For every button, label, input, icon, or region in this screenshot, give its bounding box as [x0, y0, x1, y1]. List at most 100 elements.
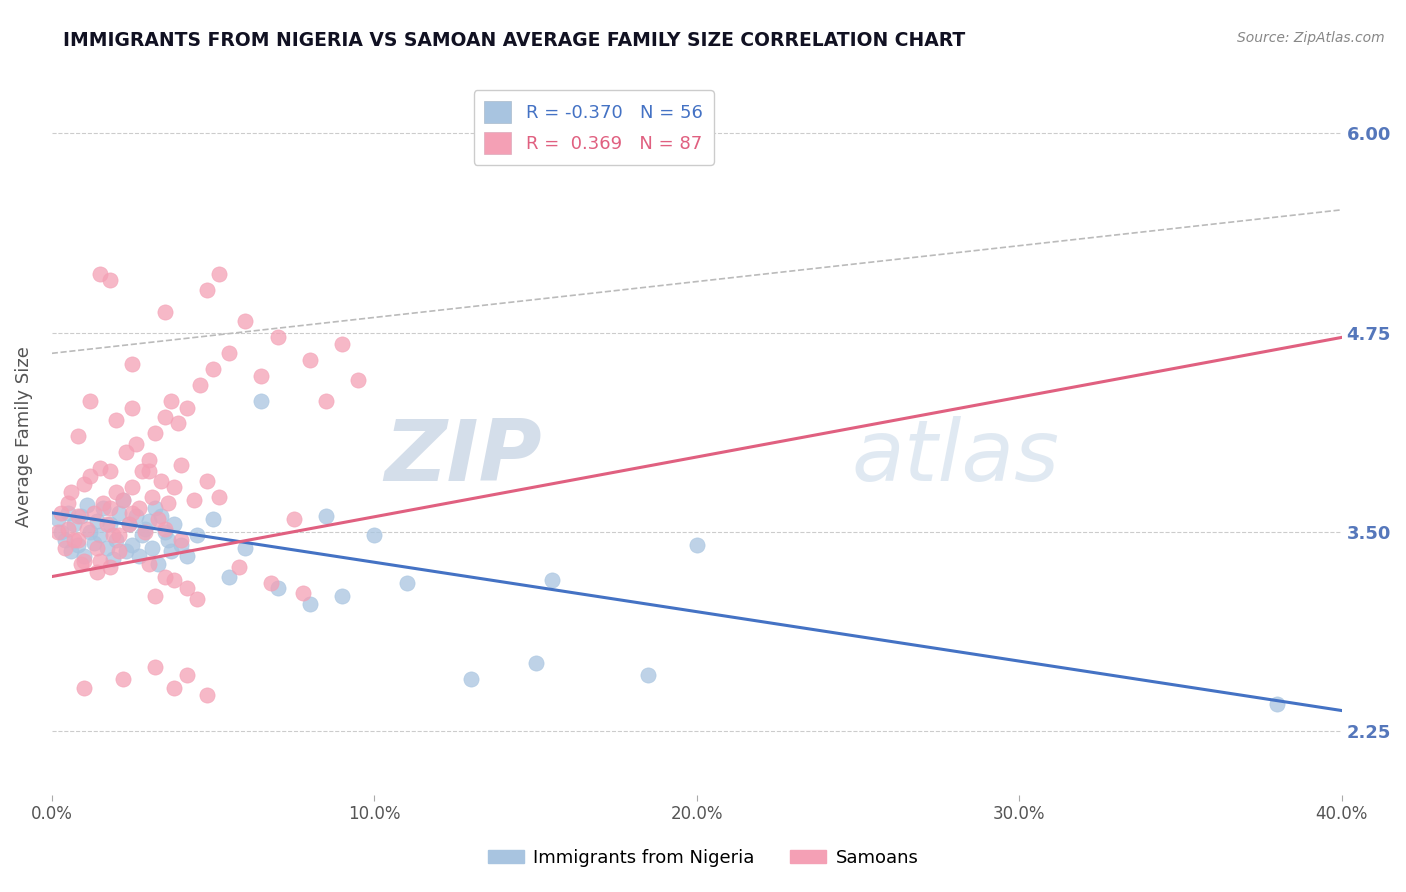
Point — [176, 668, 198, 682]
Point — [153, 305, 176, 319]
Point — [60, 485, 83, 500]
Point — [637, 668, 659, 682]
Point — [298, 597, 321, 611]
Point — [76, 498, 98, 512]
Point — [160, 394, 183, 409]
Point — [121, 358, 143, 372]
Point — [56, 522, 79, 536]
Point — [118, 516, 141, 531]
Point — [208, 267, 231, 281]
Point — [163, 573, 186, 587]
Point — [98, 501, 121, 516]
Point — [266, 330, 288, 344]
Point — [111, 672, 134, 686]
Point — [121, 401, 143, 415]
Point — [148, 512, 170, 526]
Point — [170, 533, 193, 547]
Point — [156, 496, 179, 510]
Point — [195, 474, 218, 488]
Point — [83, 506, 105, 520]
Point — [105, 533, 128, 547]
Point — [195, 283, 218, 297]
Text: Source: ZipAtlas.com: Source: ZipAtlas.com — [1237, 31, 1385, 45]
Point — [131, 528, 153, 542]
Point — [143, 589, 166, 603]
Point — [86, 541, 108, 555]
Point — [86, 565, 108, 579]
Point — [115, 544, 138, 558]
Point — [66, 508, 89, 523]
Point — [208, 490, 231, 504]
Point — [51, 524, 73, 539]
Point — [105, 485, 128, 500]
Point — [98, 516, 121, 531]
Point — [347, 373, 370, 387]
Point — [89, 528, 111, 542]
Point — [315, 508, 337, 523]
Point — [540, 573, 562, 587]
Point — [79, 394, 101, 409]
Point — [330, 589, 353, 603]
Text: atlas: atlas — [852, 417, 1060, 500]
Point — [66, 429, 89, 443]
Point — [315, 394, 337, 409]
Point — [124, 437, 146, 451]
Point — [524, 656, 547, 670]
Point — [121, 538, 143, 552]
Point — [201, 362, 224, 376]
Point — [153, 524, 176, 539]
Point — [121, 506, 143, 520]
Point — [89, 554, 111, 568]
Point — [86, 514, 108, 528]
Point — [76, 522, 98, 536]
Point — [134, 524, 156, 539]
Point — [176, 401, 198, 415]
Point — [66, 533, 89, 547]
Point — [46, 524, 69, 539]
Point — [395, 576, 418, 591]
Point — [260, 576, 283, 591]
Point — [292, 585, 315, 599]
Point — [79, 469, 101, 483]
Point — [228, 560, 250, 574]
Point — [108, 506, 131, 520]
Point — [111, 493, 134, 508]
Point — [108, 544, 131, 558]
Point — [93, 496, 115, 510]
Point — [79, 524, 101, 539]
Point — [63, 516, 86, 531]
Point — [141, 490, 163, 504]
Point — [69, 557, 91, 571]
Point — [218, 569, 240, 583]
Point — [170, 458, 193, 472]
Point — [150, 474, 173, 488]
Point — [66, 538, 89, 552]
Point — [156, 533, 179, 547]
Point — [141, 541, 163, 555]
Point — [138, 514, 160, 528]
Point — [1265, 697, 1288, 711]
Point — [298, 352, 321, 367]
Point — [101, 552, 124, 566]
Point — [153, 522, 176, 536]
Point — [56, 496, 79, 510]
Point — [143, 425, 166, 440]
Point — [131, 464, 153, 478]
Legend: Immigrants from Nigeria, Samoans: Immigrants from Nigeria, Samoans — [481, 842, 925, 874]
Point — [96, 541, 118, 555]
Point — [460, 672, 482, 686]
Point — [195, 688, 218, 702]
Point — [163, 681, 186, 696]
Point — [51, 506, 73, 520]
Point — [148, 557, 170, 571]
Point — [153, 569, 176, 583]
Point — [143, 501, 166, 516]
Point — [121, 480, 143, 494]
Point — [266, 581, 288, 595]
Point — [138, 557, 160, 571]
Point — [218, 346, 240, 360]
Point — [160, 544, 183, 558]
Point — [83, 536, 105, 550]
Point — [233, 541, 256, 555]
Point — [128, 549, 150, 563]
